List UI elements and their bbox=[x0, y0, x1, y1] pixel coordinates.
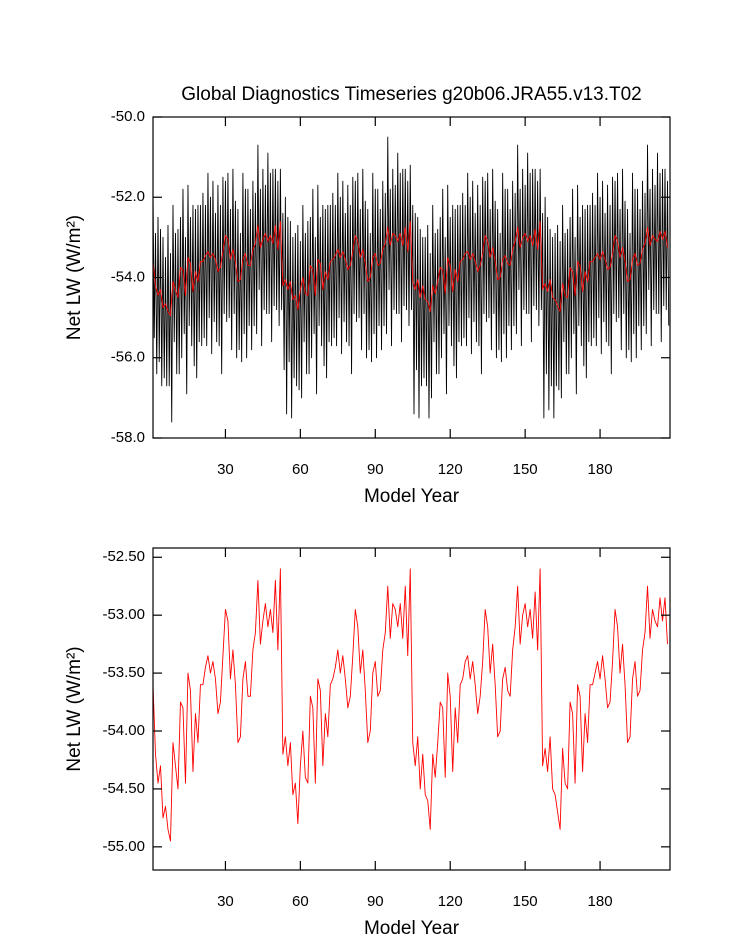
x-axis-label: Model Year bbox=[364, 486, 460, 507]
y-tick-label: -50.0 bbox=[111, 108, 145, 125]
x-tick-label: 150 bbox=[513, 461, 538, 478]
y-tick-label: -53.50 bbox=[102, 664, 145, 681]
y-tick-label: -54.50 bbox=[102, 780, 145, 797]
y-tick-label: -54.0 bbox=[111, 268, 145, 285]
x-tick-label: 30 bbox=[217, 461, 234, 478]
x-tick-label: 90 bbox=[367, 461, 384, 478]
x-axis-label: Model Year bbox=[364, 918, 460, 939]
data-line bbox=[152, 136, 670, 423]
y-tick-label: -53.00 bbox=[102, 606, 145, 623]
chart-title: Global Diagnostics Timeseries g20b06.JRA… bbox=[181, 84, 641, 105]
y-tick-label: -52.0 bbox=[111, 188, 145, 205]
x-tick-label: 60 bbox=[292, 461, 309, 478]
y-tick-label: -58.0 bbox=[111, 429, 145, 446]
y-tick-label: -56.0 bbox=[111, 349, 145, 366]
x-tick-label: 120 bbox=[438, 893, 463, 910]
y-axis-label: Net LW (W/m²) bbox=[64, 646, 85, 771]
x-tick-label: 90 bbox=[367, 893, 384, 910]
y-axis-label: Net LW (W/m²) bbox=[64, 215, 85, 340]
x-tick-label: 30 bbox=[217, 893, 234, 910]
data-line bbox=[152, 568, 668, 842]
y-tick-label: -55.00 bbox=[102, 838, 145, 855]
x-tick-label: 180 bbox=[588, 461, 613, 478]
plot-frame bbox=[152, 547, 671, 871]
x-tick-label: 60 bbox=[292, 893, 309, 910]
data-line bbox=[152, 220, 668, 317]
y-tick-label: -52.50 bbox=[102, 548, 145, 565]
x-tick-label: 150 bbox=[513, 893, 538, 910]
x-tick-label: 180 bbox=[588, 893, 613, 910]
y-tick-label: -54.00 bbox=[102, 722, 145, 739]
x-tick-label: 120 bbox=[438, 461, 463, 478]
